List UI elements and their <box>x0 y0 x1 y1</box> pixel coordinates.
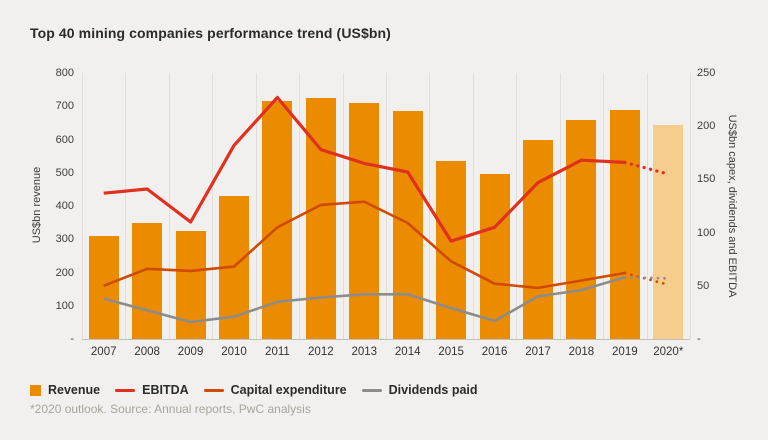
legend-square-swatch <box>30 384 41 396</box>
legend-line-swatch <box>115 388 136 392</box>
x-label-2011: 2011 <box>265 346 290 358</box>
legend-label: Revenue <box>48 383 101 397</box>
gridline <box>690 73 691 339</box>
gridline <box>603 73 605 339</box>
x-label-2020: 2020* <box>653 346 684 358</box>
gridline <box>472 73 474 339</box>
plot-area <box>82 73 691 340</box>
right-y-tick-100: 100 <box>697 226 716 239</box>
ebitda-line <box>103 95 625 243</box>
x-label-2014: 2014 <box>394 346 421 358</box>
ebitda-forecast-dotted <box>623 160 670 176</box>
revenue-bar-2018 <box>566 119 597 339</box>
left-y-tick-400: 400 <box>55 200 74 212</box>
dividends-paid-line <box>103 276 626 324</box>
legend-item-capital-expenditure: Capital expenditure <box>203 383 347 397</box>
left-y-tick-300: 300 <box>55 233 74 246</box>
x-label-2019: 2019 <box>612 346 638 358</box>
x-label-2008: 2008 <box>134 346 160 358</box>
gridline <box>82 73 83 339</box>
right-y-tick-200: 200 <box>697 120 716 133</box>
gridline <box>125 73 127 339</box>
right-y-tick-zero: - <box>697 333 701 345</box>
legend-line-swatch <box>203 388 224 392</box>
x-label-2013: 2013 <box>351 346 378 358</box>
revenue-bar-2019 <box>609 109 640 339</box>
gridline <box>646 73 648 339</box>
x-label-2012: 2012 <box>308 346 334 358</box>
capital-expenditure-forecast-dotted <box>623 271 670 286</box>
right-axis-title: US$bn capex, dividends and EBITDA <box>726 114 738 298</box>
right-y-tick-50: 50 <box>697 279 710 292</box>
legend-line-swatch <box>361 388 382 392</box>
revenue-bar-2020 <box>653 124 684 339</box>
left-y-tick-200: 200 <box>55 266 74 279</box>
gridline <box>342 73 344 339</box>
left-y-tick-500: 500 <box>55 166 74 179</box>
x-label-2010: 2010 <box>221 346 247 358</box>
legend-label: Dividends paid <box>388 383 478 397</box>
left-y-tick-700: 700 <box>55 100 74 113</box>
x-label-2017: 2017 <box>525 346 551 358</box>
legend-item-ebitda: EBITDA <box>115 383 189 397</box>
gridline <box>386 73 387 339</box>
legend-label: EBITDA <box>142 383 189 397</box>
revenue-bar-2013 <box>349 102 380 339</box>
chart-title: Top 40 mining companies performance tren… <box>30 25 391 41</box>
revenue-bar-2016 <box>479 174 510 339</box>
gridline <box>212 73 214 339</box>
x-label-2016: 2016 <box>481 346 508 358</box>
gridline <box>299 73 301 339</box>
left-y-tick-600: 600 <box>55 133 74 146</box>
revenue-bar-2014 <box>392 111 423 339</box>
left-y-tick-100: 100 <box>55 299 74 312</box>
legend-item-revenue: Revenue <box>30 383 100 397</box>
left-y-tick-800: 800 <box>55 67 74 79</box>
footnote: *2020 outlook. Source: Annual reports, P… <box>30 402 311 416</box>
revenue-bar-2011 <box>262 101 293 339</box>
right-y-tick-150: 150 <box>697 173 716 186</box>
revenue-bar-2008 <box>132 222 163 339</box>
capital-expenditure-line <box>103 200 626 290</box>
x-label-2009: 2009 <box>177 346 204 358</box>
dividends-paid-forecast-dotted <box>623 276 670 280</box>
x-label-2015: 2015 <box>438 346 464 358</box>
x-label-2007: 2007 <box>90 346 117 358</box>
revenue-bar-2017 <box>523 139 553 339</box>
gridline <box>559 73 561 339</box>
x-label-2018: 2018 <box>568 346 595 358</box>
revenue-bar-2007 <box>88 235 119 339</box>
legend-label: Capital expenditure <box>230 383 347 397</box>
legend: Revenue EBITDA Capital expenditure Dividend… <box>30 383 478 397</box>
legend-item-dividends-paid: Dividends paid <box>361 383 478 397</box>
right-y-tick-250: 250 <box>697 67 716 79</box>
left-y-tick-zero: - <box>70 333 74 345</box>
gridline <box>255 73 257 339</box>
line-series-overlay <box>103 95 670 324</box>
